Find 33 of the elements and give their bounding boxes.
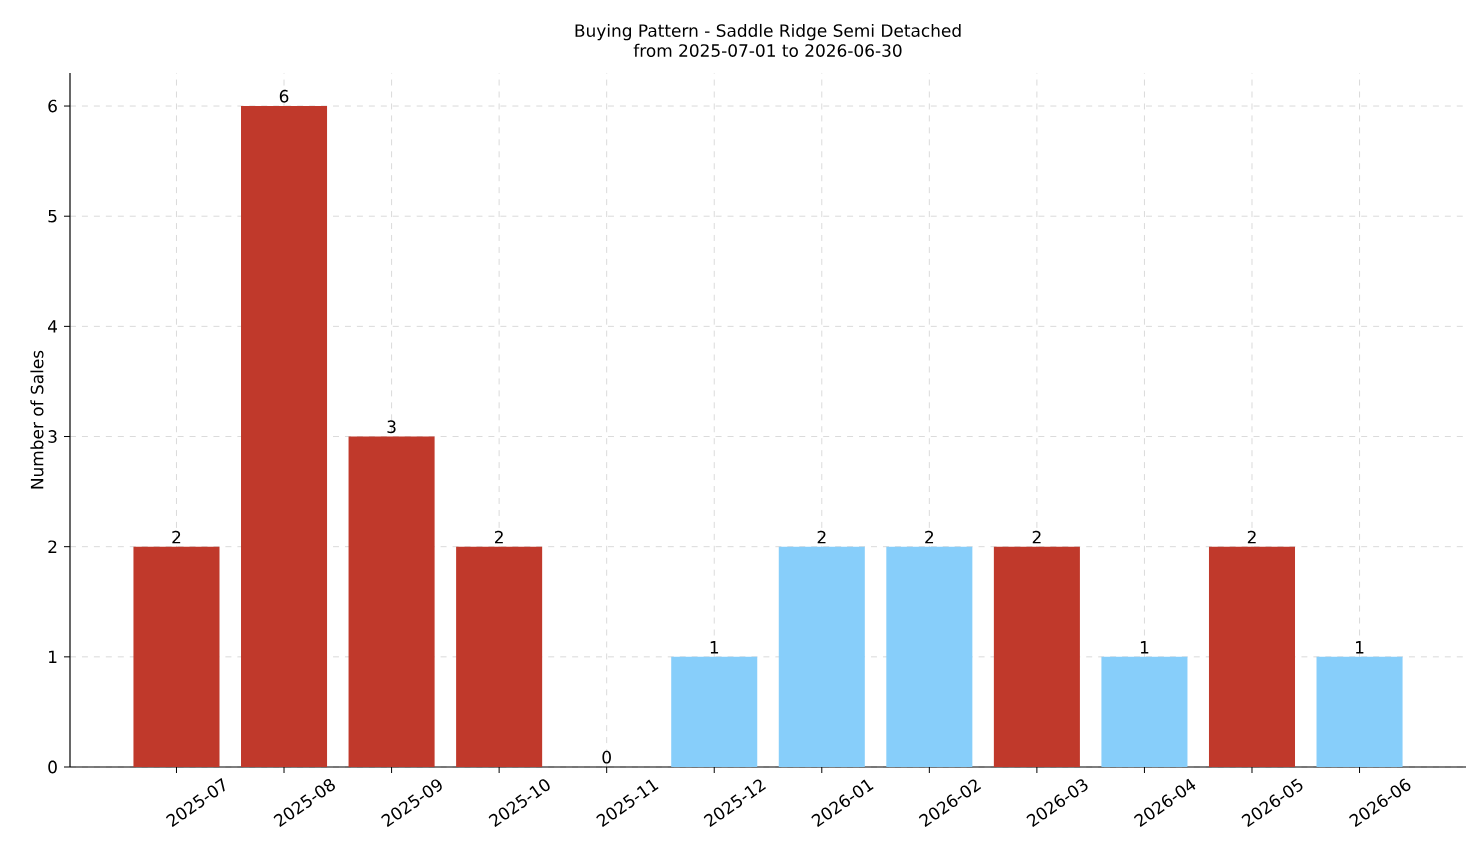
data-label: 3 xyxy=(387,420,396,434)
data-label: 6 xyxy=(279,89,289,103)
bar xyxy=(1316,656,1403,767)
data-label: 2 xyxy=(817,530,826,544)
bar xyxy=(778,546,865,767)
y-tick-label: 5 xyxy=(48,209,57,223)
data-label: 2 xyxy=(1247,530,1256,544)
bar xyxy=(671,656,758,767)
y-tick-label: 6 xyxy=(48,99,57,113)
data-label: 2 xyxy=(925,530,934,544)
y-tick-label: 3 xyxy=(48,430,57,443)
bar xyxy=(993,546,1080,767)
y-tick-label: 2 xyxy=(48,540,57,553)
chart-title: Buying Pattern - Saddle Ridge Semi Detached xyxy=(575,23,961,41)
data-label: 2 xyxy=(172,530,181,544)
bar xyxy=(1208,546,1296,767)
chart-subtitle: from 2025-07-01 to 2026-06-30 xyxy=(633,43,902,57)
data-label: 1 xyxy=(1140,641,1149,654)
bar xyxy=(886,546,973,767)
data-label: 1 xyxy=(1356,641,1364,654)
bar xyxy=(1101,656,1188,767)
y-tick-label: 4 xyxy=(47,320,57,333)
data-label: 0 xyxy=(602,750,611,764)
bar xyxy=(348,436,435,767)
bar xyxy=(241,106,328,767)
data-label: 1 xyxy=(710,641,719,654)
y-tick-label: 0 xyxy=(48,760,57,774)
data-label: 2 xyxy=(494,530,503,544)
bar xyxy=(133,546,220,767)
data-label: 2 xyxy=(1032,530,1041,544)
y-axis-title: Number of Sales xyxy=(30,350,44,489)
bar xyxy=(456,546,543,767)
y-tick-label: 1 xyxy=(49,650,57,664)
